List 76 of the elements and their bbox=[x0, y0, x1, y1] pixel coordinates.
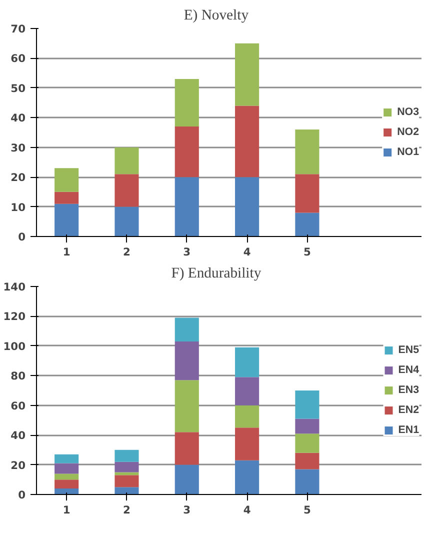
y-tick-label: 120 bbox=[3, 310, 26, 324]
y-tick-label: 80 bbox=[10, 370, 26, 383]
bar bbox=[295, 434, 320, 453]
bar bbox=[114, 487, 139, 494]
bar bbox=[174, 177, 199, 236]
bar bbox=[54, 480, 79, 489]
x-tick-label: 4 bbox=[243, 246, 251, 258]
bar bbox=[235, 177, 260, 236]
y-tick-label: 40 bbox=[10, 429, 26, 442]
y-tick-label: 140 bbox=[3, 280, 26, 294]
bar bbox=[54, 463, 79, 474]
y-tick-label: 40 bbox=[10, 112, 26, 125]
y-tick-label: 60 bbox=[10, 52, 26, 66]
bar bbox=[174, 126, 199, 178]
y-tick-label: 20 bbox=[10, 171, 26, 184]
y-tick-label: 0 bbox=[18, 230, 26, 244]
bar bbox=[174, 341, 199, 380]
bar bbox=[235, 377, 260, 406]
y-tick-label: 30 bbox=[10, 141, 26, 154]
bar bbox=[114, 206, 139, 236]
y-tick-label: 100 bbox=[3, 340, 26, 353]
legend-label: EN1 bbox=[398, 424, 419, 436]
bar bbox=[114, 450, 139, 462]
bar bbox=[235, 405, 260, 428]
bar bbox=[295, 174, 320, 213]
bar bbox=[295, 418, 320, 434]
y-tick-label: 50 bbox=[10, 82, 26, 95]
x-tick-label: 1 bbox=[62, 246, 70, 258]
bar bbox=[235, 428, 260, 460]
bar bbox=[54, 168, 79, 192]
bar bbox=[54, 204, 79, 236]
y-tick-label: 70 bbox=[10, 22, 26, 36]
x-tick-label: 5 bbox=[303, 246, 311, 258]
legend-label: EN5 bbox=[398, 344, 419, 356]
bar bbox=[295, 212, 320, 236]
legend-label: NO2 bbox=[397, 126, 419, 138]
bar bbox=[235, 460, 260, 494]
bar bbox=[295, 469, 320, 494]
x-tick-label: 3 bbox=[183, 246, 191, 258]
bar bbox=[54, 488, 79, 494]
bar bbox=[295, 452, 320, 470]
bar bbox=[174, 79, 199, 127]
bar bbox=[174, 380, 199, 432]
legend-label: EN3 bbox=[398, 384, 419, 396]
legend-label: NO1 bbox=[397, 146, 419, 158]
bar bbox=[235, 347, 260, 378]
bar bbox=[235, 106, 260, 178]
bar bbox=[114, 462, 139, 472]
bar bbox=[174, 464, 199, 494]
bar bbox=[235, 43, 260, 106]
legend-label: EN2 bbox=[398, 404, 419, 416]
bar bbox=[54, 192, 79, 204]
x-tick-label: 3 bbox=[183, 504, 191, 516]
bar bbox=[54, 474, 79, 480]
bar bbox=[114, 475, 139, 488]
y-tick-label: 60 bbox=[10, 399, 26, 412]
bar bbox=[54, 454, 79, 464]
y-tick-label: 20 bbox=[10, 458, 26, 472]
x-tick-label: 2 bbox=[123, 246, 130, 258]
bar bbox=[114, 174, 139, 207]
bar bbox=[114, 472, 139, 476]
x-tick-label: 5 bbox=[303, 504, 311, 516]
x-tick-label: 2 bbox=[123, 504, 130, 516]
bar bbox=[295, 390, 320, 419]
bar bbox=[174, 318, 199, 342]
y-tick-label: 0 bbox=[18, 488, 26, 502]
chart-title: F) Endurability bbox=[171, 266, 262, 282]
x-tick-label: 4 bbox=[243, 504, 251, 516]
x-tick-label: 1 bbox=[62, 504, 70, 516]
chart-title: E) Novelty bbox=[184, 8, 250, 24]
y-tick-label: 10 bbox=[10, 200, 26, 214]
bar bbox=[295, 130, 320, 174]
legend-label: NO3 bbox=[397, 106, 419, 118]
legend-label: EN4 bbox=[398, 364, 419, 376]
bar bbox=[174, 432, 199, 465]
bar bbox=[114, 147, 139, 174]
